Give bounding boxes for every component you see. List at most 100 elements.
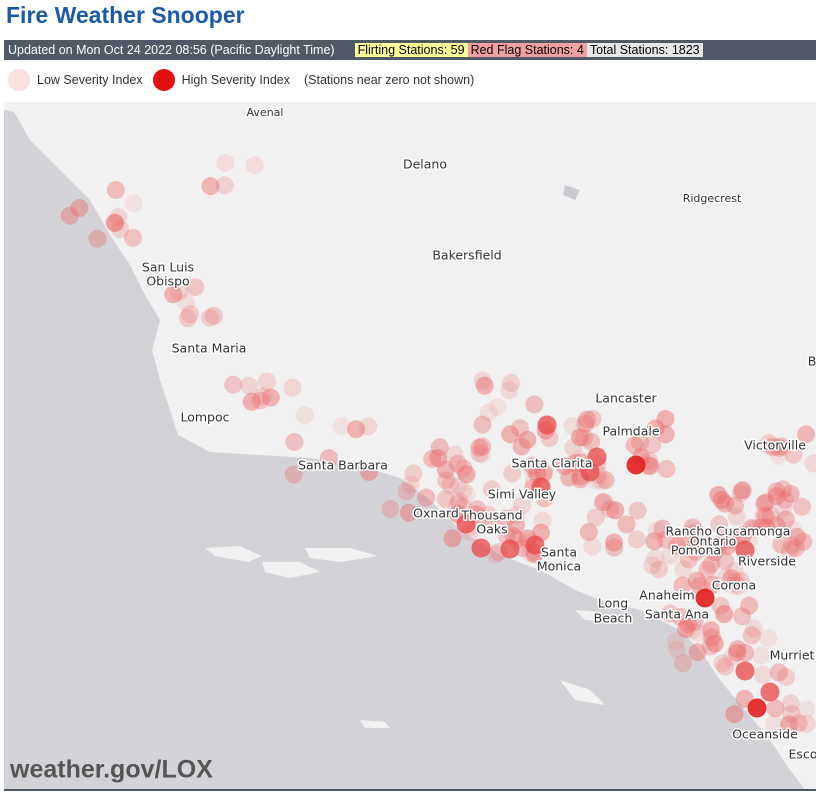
station: [716, 657, 735, 676]
place-label: Palmdale: [602, 424, 659, 439]
station: [711, 596, 730, 615]
place-label: Long: [598, 596, 628, 611]
station: [757, 518, 776, 537]
island: [360, 720, 390, 728]
place-label: Simi Valley: [488, 487, 557, 502]
station: [680, 524, 699, 543]
station: [722, 569, 741, 588]
station: [443, 529, 462, 548]
station: [628, 501, 647, 520]
station: [625, 436, 644, 455]
station: [683, 518, 702, 537]
station: [470, 513, 489, 532]
station: [643, 556, 662, 575]
place-label: Victorville: [744, 438, 806, 453]
station: [687, 571, 706, 590]
station: [733, 526, 752, 545]
station: [437, 471, 456, 490]
station: [710, 515, 729, 534]
station: [436, 460, 455, 479]
place-label: Riverside: [738, 554, 796, 569]
station: [575, 428, 594, 447]
station: [445, 445, 464, 464]
status-bar: Updated on Mon Oct 24 2022 08:56 (Pacifi…: [4, 40, 816, 60]
place-label: Lompoc: [180, 410, 229, 425]
station: [656, 409, 675, 428]
station: [780, 715, 799, 734]
station: [797, 700, 816, 719]
station: [587, 447, 607, 467]
station: [450, 492, 469, 511]
station: [698, 560, 717, 579]
station: [626, 455, 646, 475]
station: [674, 560, 693, 579]
station: [583, 537, 602, 556]
station: [668, 537, 687, 556]
station: [570, 450, 589, 469]
station: [525, 395, 544, 414]
station: [429, 449, 448, 468]
station: [60, 206, 79, 225]
station: [710, 535, 729, 554]
station: [578, 410, 597, 429]
station: [533, 511, 552, 530]
station: [769, 446, 788, 465]
legend: Low Severity Index High Severity Index (…: [8, 68, 474, 92]
station: [401, 475, 420, 494]
station: [525, 535, 545, 555]
updated: Updated on Mon Oct 24 2022 08:56 (Pacifi…: [8, 43, 335, 57]
station: [360, 462, 379, 481]
station: [511, 419, 530, 438]
station: [482, 480, 501, 499]
station: [319, 449, 338, 468]
station: [500, 539, 520, 559]
station: [295, 406, 314, 425]
station: [733, 607, 752, 626]
station: [531, 477, 551, 497]
station: [667, 640, 686, 659]
station: [735, 540, 755, 560]
station: [512, 437, 531, 456]
station: [454, 459, 473, 478]
place-label: B: [808, 354, 816, 369]
station: [686, 522, 705, 541]
station: [88, 229, 107, 248]
station: [782, 704, 801, 723]
station: [473, 371, 492, 390]
station: [359, 417, 378, 436]
station: [770, 438, 789, 457]
station: [725, 562, 744, 581]
station: [705, 543, 724, 562]
station: [679, 615, 698, 634]
station: [449, 476, 468, 495]
station: [423, 449, 442, 468]
station: [675, 530, 694, 549]
station: [661, 546, 680, 565]
island: [262, 562, 320, 578]
station: [576, 414, 595, 433]
station: [731, 481, 750, 500]
station: [257, 372, 276, 391]
station: [774, 498, 793, 517]
place-label: Ridgecrest: [683, 192, 742, 205]
station: [523, 459, 542, 478]
station: [397, 482, 416, 501]
station: [454, 481, 473, 500]
station: [518, 430, 537, 449]
station: [794, 532, 813, 551]
station: [724, 576, 743, 595]
station: [766, 699, 785, 718]
title: Fire Weather Snooper: [6, 2, 245, 28]
island: [305, 548, 378, 562]
station: [473, 437, 492, 456]
station: [673, 576, 692, 595]
place-label: Oxnard: [413, 506, 459, 521]
station: [479, 403, 498, 422]
legend-high: High Severity Index: [181, 73, 290, 87]
station: [683, 621, 702, 640]
station: [712, 490, 731, 509]
station: [797, 425, 816, 444]
station: [472, 445, 491, 464]
